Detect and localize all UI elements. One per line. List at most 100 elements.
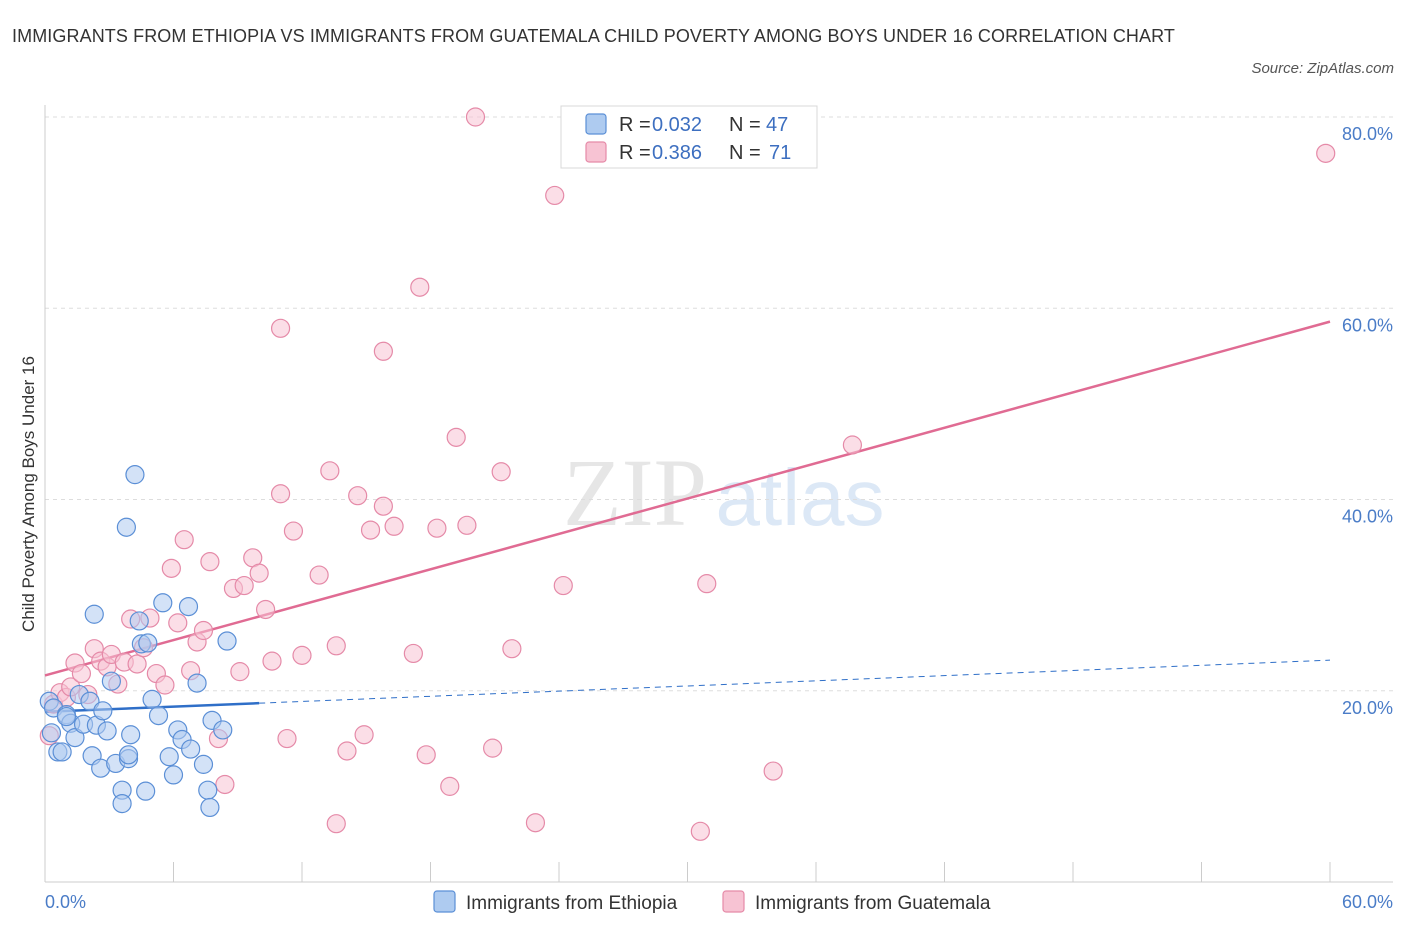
data-point-guatemala xyxy=(553,575,573,596)
y-tick-label: 60.0% xyxy=(1342,315,1393,335)
data-point-guatemala xyxy=(71,663,92,684)
source-label: Source: ZipAtlas.com xyxy=(1251,60,1394,77)
watermark-zip: ZIP xyxy=(563,439,707,546)
data-point-ethiopia xyxy=(136,781,156,801)
data-point-guatemala xyxy=(283,521,304,541)
data-point-ethiopia xyxy=(41,723,62,743)
y-tick-label: 80.0% xyxy=(1342,124,1393,144)
bottom-legend-guatemala: Immigrants from Guatemala xyxy=(755,893,991,914)
grid-lines xyxy=(45,116,1393,692)
data-point-ethiopia xyxy=(84,604,104,624)
data-point-guatemala xyxy=(842,435,863,455)
data-point-ethiopia xyxy=(97,721,117,741)
data-point-guatemala xyxy=(348,486,368,506)
y-tick-label: 20.0% xyxy=(1342,698,1393,718)
data-point-guatemala xyxy=(127,654,147,674)
data-point-ethiopia xyxy=(112,793,132,814)
data-point-guatemala xyxy=(255,599,276,620)
data-point-guatemala xyxy=(168,613,188,633)
data-point-guatemala xyxy=(410,277,430,297)
data-point-ethiopia xyxy=(178,596,199,617)
data-point-guatemala xyxy=(491,462,511,482)
data-point-ethiopia xyxy=(217,631,237,651)
bottom-legend-swatch-ethiopia xyxy=(433,890,456,913)
legend-n-value-2: 71 xyxy=(769,142,791,164)
data-point-ethiopia xyxy=(153,593,173,613)
data-point-ethiopia xyxy=(142,689,162,709)
data-point-ethiopia xyxy=(118,745,139,765)
chart-title: IMMIGRANTS FROM ETHIOPIA VS IMMIGRANTS F… xyxy=(12,26,1175,46)
data-point-guatemala xyxy=(446,427,466,447)
data-point-ethiopia xyxy=(56,706,77,727)
data-point-guatemala xyxy=(326,636,346,656)
data-point-guatemala xyxy=(234,575,254,596)
legend-swatch-ethiopia xyxy=(585,113,607,135)
trend-line-ethiopia-dashed xyxy=(259,659,1331,704)
data-point-guatemala xyxy=(427,518,447,538)
data-point-ethiopia xyxy=(52,742,72,762)
data-point-guatemala xyxy=(277,728,297,749)
axes xyxy=(44,105,1393,883)
y-tick-label: 40.0% xyxy=(1342,507,1393,527)
legend-swatch-guatemala xyxy=(585,141,607,163)
data-point-guatemala xyxy=(690,821,710,841)
data-point-guatemala xyxy=(763,761,783,781)
data-point-guatemala xyxy=(525,813,546,833)
data-point-guatemala xyxy=(215,774,235,795)
data-point-ethiopia xyxy=(93,701,113,721)
series-guatemala-points xyxy=(39,107,1336,841)
data-point-ethiopia xyxy=(198,780,218,800)
data-point-guatemala xyxy=(309,565,329,585)
legend-n-value-1: 47 xyxy=(766,114,788,136)
x-tick-min: 0.0% xyxy=(45,892,86,912)
data-point-guatemala xyxy=(270,318,291,338)
data-point-guatemala xyxy=(320,461,340,481)
data-point-guatemala xyxy=(337,741,357,761)
data-point-ethiopia xyxy=(148,706,169,726)
data-point-guatemala xyxy=(292,645,312,665)
data-point-ethiopia xyxy=(138,633,158,653)
data-point-ethiopia xyxy=(125,465,145,485)
trend-line-guatemala xyxy=(44,320,1331,677)
data-point-guatemala xyxy=(161,558,181,578)
data-point-guatemala xyxy=(465,107,486,127)
data-point-ethiopia xyxy=(116,517,136,537)
series-ethiopia-points xyxy=(39,465,237,818)
data-point-ethiopia xyxy=(80,691,100,711)
data-point-ethiopia xyxy=(163,765,184,785)
data-point-ethiopia xyxy=(187,673,207,693)
data-point-guatemala xyxy=(262,651,282,671)
top-legend: R = 0.032 N = 47 R = 0.386 N = 71 xyxy=(560,105,818,169)
bottom-legend-ethiopia: Immigrants from Ethiopia xyxy=(466,893,678,914)
data-point-guatemala xyxy=(384,516,404,536)
data-point-ethiopia xyxy=(181,739,201,759)
data-point-ethiopia xyxy=(65,728,85,748)
data-point-ethiopia xyxy=(213,720,233,740)
bottom-legend-swatch-guatemala xyxy=(722,890,745,913)
data-point-guatemala xyxy=(502,639,522,659)
data-point-guatemala xyxy=(440,776,460,796)
data-point-guatemala xyxy=(697,574,717,594)
data-point-ethiopia xyxy=(129,611,149,631)
data-point-guatemala xyxy=(457,515,477,535)
data-point-guatemala xyxy=(360,520,381,540)
bottom-legend: Immigrants from Ethiopia Immigrants from… xyxy=(433,890,991,914)
legend-r-label-2: R = xyxy=(619,142,651,164)
legend-n-label-1: N = xyxy=(729,114,761,136)
data-point-guatemala xyxy=(373,341,393,361)
data-point-ethiopia xyxy=(200,797,220,818)
data-point-guatemala xyxy=(155,675,175,695)
data-point-ethiopia xyxy=(121,725,141,745)
data-point-guatemala xyxy=(1316,143,1336,163)
data-point-guatemala xyxy=(545,185,565,206)
data-point-ethiopia xyxy=(101,671,121,691)
legend-n-label-2: N = xyxy=(729,142,761,164)
data-point-guatemala xyxy=(483,738,503,758)
legend-r-label-1: R = xyxy=(619,114,651,136)
data-point-guatemala xyxy=(326,814,346,834)
data-point-guatemala xyxy=(373,496,393,516)
data-point-ethiopia xyxy=(159,747,179,767)
data-point-guatemala xyxy=(193,620,214,641)
data-point-guatemala xyxy=(270,484,291,504)
